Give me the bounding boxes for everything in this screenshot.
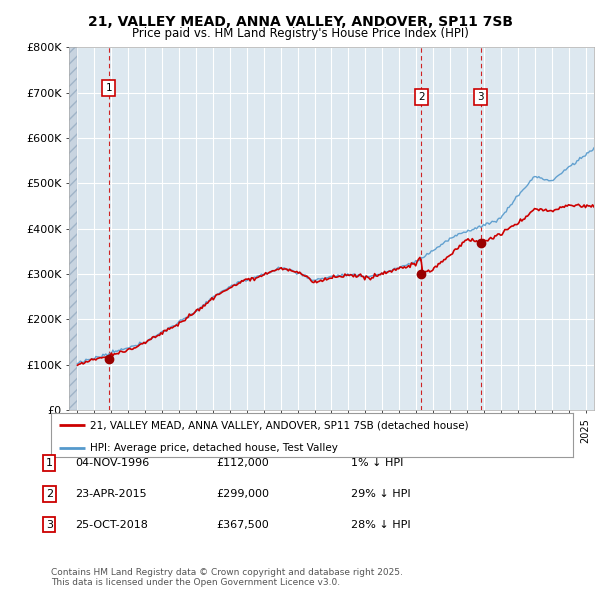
Text: 28% ↓ HPI: 28% ↓ HPI xyxy=(351,520,410,529)
Text: HPI: Average price, detached house, Test Valley: HPI: Average price, detached house, Test… xyxy=(90,442,338,453)
Text: 1% ↓ HPI: 1% ↓ HPI xyxy=(351,458,403,468)
Text: 1: 1 xyxy=(106,83,112,93)
Text: 04-NOV-1996: 04-NOV-1996 xyxy=(75,458,149,468)
Text: 3: 3 xyxy=(478,92,484,102)
Text: £367,500: £367,500 xyxy=(216,520,269,529)
Text: 21, VALLEY MEAD, ANNA VALLEY, ANDOVER, SP11 7SB: 21, VALLEY MEAD, ANNA VALLEY, ANDOVER, S… xyxy=(88,15,512,29)
Text: £299,000: £299,000 xyxy=(216,489,269,499)
Text: 21, VALLEY MEAD, ANNA VALLEY, ANDOVER, SP11 7SB (detached house): 21, VALLEY MEAD, ANNA VALLEY, ANDOVER, S… xyxy=(90,421,469,430)
Text: 3: 3 xyxy=(46,520,53,529)
Text: Contains HM Land Registry data © Crown copyright and database right 2025.
This d: Contains HM Land Registry data © Crown c… xyxy=(51,568,403,587)
Text: Price paid vs. HM Land Registry's House Price Index (HPI): Price paid vs. HM Land Registry's House … xyxy=(131,27,469,40)
Text: 25-OCT-2018: 25-OCT-2018 xyxy=(75,520,148,529)
Text: 2: 2 xyxy=(46,489,53,499)
Text: £112,000: £112,000 xyxy=(216,458,269,468)
Text: 2: 2 xyxy=(418,92,425,102)
Text: 23-APR-2015: 23-APR-2015 xyxy=(75,489,146,499)
Text: 29% ↓ HPI: 29% ↓ HPI xyxy=(351,489,410,499)
Text: 1: 1 xyxy=(46,458,53,468)
